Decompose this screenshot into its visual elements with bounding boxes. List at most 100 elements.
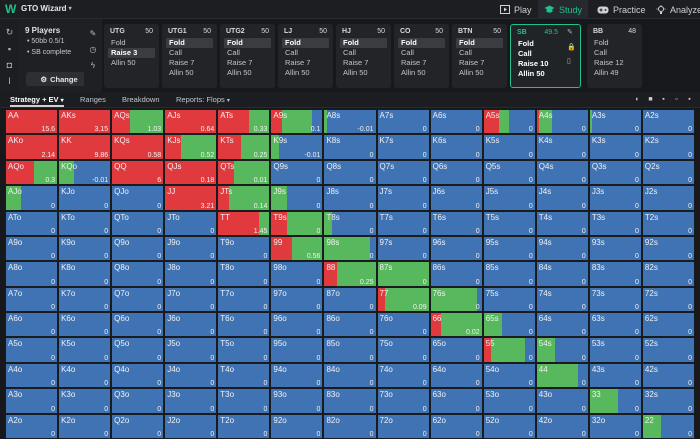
hand-cell[interactable]: JJ 3.21 (164, 185, 218, 211)
seat-action[interactable]: Call (169, 48, 182, 57)
hand-cell[interactable]: AJs 0.64 (164, 109, 218, 135)
hand-cell[interactable]: A6s 0 (429, 109, 483, 135)
hand-cell[interactable]: Q5s 0 (482, 159, 536, 186)
change-button[interactable]: ⚙ Change (26, 72, 92, 86)
hand-cell[interactable]: 44 0 (535, 362, 589, 389)
hand-cell[interactable]: 88 0.25 (323, 261, 377, 287)
hand-cell[interactable]: JTo 0 (164, 210, 218, 236)
hand-cell[interactable]: T6s 0 (429, 210, 483, 236)
hand-cell[interactable]: A8s -0.01 (323, 109, 377, 135)
tab-ranges[interactable]: Ranges (80, 92, 106, 107)
hand-cell[interactable]: K3o 0 (58, 388, 112, 414)
hand-cell[interactable]: A2s 0 (641, 109, 695, 135)
tab-reports[interactable]: Reports: Flops ▾ (176, 92, 230, 107)
hand-cell[interactable]: KQo -0.01 (58, 159, 112, 186)
hand-cell[interactable]: 99 0.56 (270, 235, 324, 262)
seat-lj[interactable]: LJ 50 Fold Call Raise 7 Allin 50 (278, 24, 333, 88)
hand-cell[interactable]: T3o 0 (217, 388, 271, 414)
hand-cell[interactable]: Q8s 0 (323, 159, 377, 186)
hand-cell[interactable]: 42s 0 (641, 362, 695, 389)
hand-cell[interactable]: Q5o 0 (111, 337, 165, 363)
hand-cell[interactable]: 65s 0 (482, 312, 536, 338)
hand-cell[interactable]: Q7s 0 (376, 159, 430, 186)
hand-cell[interactable]: J5o 0 (164, 337, 218, 363)
seat-action[interactable]: Raise 7 (227, 58, 253, 67)
hand-cell[interactable]: A2o 0 (5, 413, 59, 439)
seat-bb[interactable]: BB 48 Fold Call Raise 12 Allin 49 (587, 24, 642, 88)
hand-cell[interactable]: K4o 0 (58, 362, 112, 389)
hand-cell[interactable]: 83s 0 (588, 261, 642, 287)
hand-cell[interactable]: J4s 0 (535, 185, 589, 211)
seat-action[interactable]: Allin 50 (518, 69, 545, 78)
hand-cell[interactable]: 72o 0 (376, 413, 430, 439)
hand-cell[interactable]: 43o 0 (535, 388, 589, 414)
hand-cell[interactable]: 74o 0 (376, 362, 430, 389)
hand-cell[interactable]: K8s 0 (323, 134, 377, 160)
hand-cell[interactable]: A9o 0 (5, 235, 59, 262)
seat-hj[interactable]: HJ 50 Fold Call Raise 7 Allin 50 (336, 24, 391, 88)
hand-cell[interactable]: 62s 0 (641, 312, 695, 338)
hand-cell[interactable]: Q3s 0 (588, 159, 642, 186)
nav-play[interactable]: Play (494, 0, 538, 19)
hand-cell[interactable]: J8s 0 (323, 185, 377, 211)
hand-cell[interactable]: 76o 0 (376, 312, 430, 338)
hand-cell[interactable]: 43s 0 (588, 362, 642, 389)
hand-cell[interactable]: 42o 0 (535, 413, 589, 439)
hand-cell[interactable]: T5s 0 (482, 210, 536, 236)
hand-cell[interactable]: KJs 0.52 (164, 134, 218, 160)
hand-cell[interactable]: KTo 0 (58, 210, 112, 236)
hand-cell[interactable]: AKo 2.14 (5, 134, 59, 160)
seat-action[interactable]: Raise 7 (459, 58, 485, 67)
hand-cell[interactable]: J4o 0 (164, 362, 218, 389)
hand-cell[interactable]: J6o 0 (164, 312, 218, 338)
hand-cell[interactable]: J2o 0 (164, 413, 218, 439)
hand-cell[interactable]: 73s 0 (588, 286, 642, 313)
hand-cell[interactable]: 52s 0 (641, 337, 695, 363)
hand-cell[interactable]: 76s 0 (429, 286, 483, 313)
hand-cell[interactable]: QJo 0 (111, 185, 165, 211)
hand-cell[interactable]: AA 15.6 (5, 109, 59, 135)
gamepad-icon[interactable]: ◘ (6, 59, 13, 70)
hand-cell[interactable]: A3s 0 (588, 109, 642, 135)
hand-cell[interactable]: T7s 0 (376, 210, 430, 236)
hand-cell[interactable]: K6o 0 (58, 312, 112, 338)
seat-action[interactable]: Raise 7 (343, 58, 369, 67)
hand-cell[interactable]: 87o 0 (323, 286, 377, 313)
hand-cell[interactable]: A6o 0 (5, 312, 59, 338)
hand-cell[interactable]: 82o 0 (323, 413, 377, 439)
seat-co[interactable]: CO 50 Fold Call Raise 7 Allin 50 (394, 24, 449, 88)
seat-sb[interactable]: SB 49.5 Fold Call Raise 10 Allin 50 ✎ 🔒 ▯ (510, 24, 581, 88)
hand-cell[interactable]: Q6o 0 (111, 312, 165, 338)
hand-cell[interactable]: K3s 0 (588, 134, 642, 160)
seat-action[interactable]: Raise 12 (594, 58, 624, 67)
hand-cell[interactable]: A4o 0 (5, 362, 59, 389)
hand-cell[interactable]: AKs 3.15 (58, 109, 112, 135)
hand-cell[interactable]: 63o 0 (429, 388, 483, 414)
hand-cell[interactable]: 64s 0 (535, 312, 589, 338)
hand-cell[interactable]: K2s 0 (641, 134, 695, 160)
nav-practice[interactable]: Practice (591, 0, 652, 19)
tab-breakdown[interactable]: Breakdown (122, 92, 160, 107)
hand-cell[interactable]: 84s 0 (535, 261, 589, 287)
bolt-icon[interactable]: ϟ (90, 60, 96, 70)
hand-cell[interactable]: Q7o 0 (111, 286, 165, 313)
hand-cell[interactable]: J9s 0 (270, 185, 324, 211)
hand-cell[interactable]: KJo 0 (58, 185, 112, 211)
hand-cell[interactable]: J3o 0 (164, 388, 218, 414)
hand-cell[interactable]: K5s 0 (482, 134, 536, 160)
hand-cell[interactable]: QTs 0.01 (217, 159, 271, 186)
hand-cell[interactable]: 95o 0 (270, 337, 324, 363)
hand-cell[interactable]: 92o 0 (270, 413, 324, 439)
hand-cell[interactable]: 93o 0 (270, 388, 324, 414)
hand-cell[interactable]: J2s 0 (641, 185, 695, 211)
hand-cell[interactable]: T7o 0 (217, 286, 271, 313)
seat-action[interactable]: Raise 7 (285, 58, 311, 67)
seat-action[interactable]: Fold (166, 38, 213, 48)
hand-cell[interactable]: A7s 0 (376, 109, 430, 135)
hand-cell[interactable]: ATo 0 (5, 210, 59, 236)
seat-action[interactable]: Call (227, 48, 240, 57)
save-icon[interactable]: ▪ (7, 43, 12, 54)
seat-action[interactable]: Fold (594, 38, 609, 47)
seat-action[interactable]: Fold (282, 38, 329, 48)
hand-cell[interactable]: 96s 0 (429, 235, 483, 262)
